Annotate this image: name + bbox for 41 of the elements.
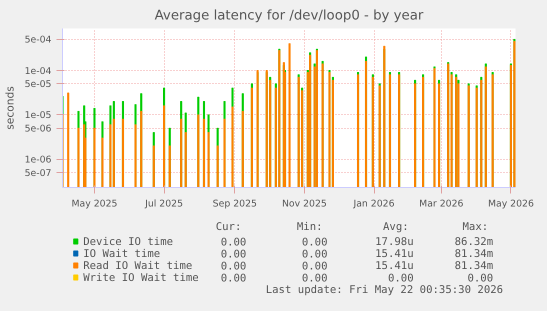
chart-title: Average latency for /dev/loop0 - by year — [154, 8, 424, 24]
text: 81.34m — [454, 247, 494, 260]
text: 0.00 — [220, 248, 246, 260]
text: 0.00 — [220, 272, 246, 284]
text: 0.00 — [388, 272, 414, 284]
legend-label: Read IO Wait time — [83, 259, 192, 272]
y-tick-label: 1e-04 — [24, 66, 52, 77]
legend-label: IO Wait time — [83, 247, 160, 260]
text: Avg: — [383, 220, 409, 233]
text: 0.00 — [302, 272, 328, 284]
text: 0.00 — [302, 260, 328, 272]
x-tick-label: Mar 2026 — [419, 198, 464, 210]
y-tick-label: 5e-05 — [24, 79, 52, 90]
x-tick-label: May 2026 — [488, 198, 534, 210]
text: 0.00 — [302, 236, 328, 248]
text: Last update: Fri May 22 00:35:30 2026 — [266, 283, 504, 296]
x-tick-label: Sep 2025 — [212, 198, 258, 210]
x-tick-label: Jul 2025 — [144, 198, 184, 210]
text: 15.41u — [375, 259, 414, 272]
y-tick-label: 5e-06 — [24, 124, 52, 135]
text: 15.41u — [375, 247, 414, 260]
y-tick-label: 5e-04 — [24, 34, 52, 46]
text: 86.32m — [454, 235, 494, 248]
x-tick-label: Nov 2025 — [282, 198, 327, 210]
legend-label: Write IO Wait time — [83, 271, 199, 284]
x-tick-label: Jan 2026 — [352, 198, 395, 210]
text: Min: — [296, 220, 323, 233]
y-axis-title: seconds — [4, 86, 17, 130]
text: 0.00 — [467, 272, 494, 284]
y-tick-label: 1e-06 — [24, 154, 52, 166]
y-tick-label: 1e-05 — [24, 110, 52, 122]
text: Cur: — [216, 220, 242, 233]
y-tick-label: 5e-07 — [24, 168, 52, 180]
text: 0.00 — [220, 236, 246, 248]
text: 81.34m — [454, 259, 494, 272]
text: 0.00 — [302, 248, 328, 260]
legend-label: Device IO time — [83, 235, 174, 248]
text: 17.98u — [375, 235, 414, 248]
text: 0.00 — [220, 260, 246, 272]
text: Max: — [462, 220, 488, 233]
x-tick-label: May 2025 — [71, 198, 118, 210]
